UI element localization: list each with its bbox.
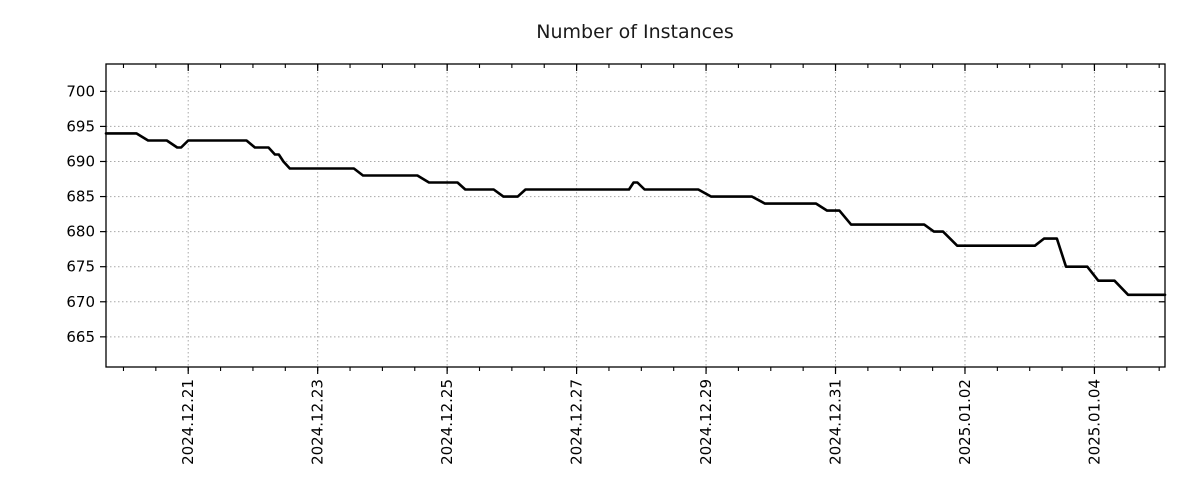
x-tick-label: 2024.12.27 <box>568 379 586 465</box>
x-tick-label: 2024.12.25 <box>438 379 456 465</box>
x-tick-label: 2024.12.31 <box>827 379 845 465</box>
x-tick-label: 2025.01.04 <box>1085 379 1103 465</box>
y-tick-label: 685 <box>66 188 95 206</box>
x-tick-label: 2024.12.29 <box>697 379 715 465</box>
series-lines <box>104 132 1167 297</box>
y-tick-label: 680 <box>66 223 95 241</box>
axis-labels: 665 670 675 680 685 690 695 700 2024.12.21 2024.1… <box>66 82 1103 465</box>
y-tick-label: 700 <box>66 82 95 100</box>
y-tick-label: 690 <box>66 152 95 170</box>
x-tick-label: 2024.12.21 <box>179 379 197 465</box>
y-tick-label: 670 <box>66 293 95 311</box>
series-line-instances <box>104 132 1167 297</box>
y-tick-label: 695 <box>66 117 95 135</box>
chart-title: Number of Instances <box>536 21 733 43</box>
x-tick-label: 2025.01.02 <box>956 379 974 465</box>
x-tick-label: 2024.12.23 <box>309 379 327 465</box>
y-tick-label: 665 <box>66 328 95 346</box>
gridlines <box>106 64 1165 367</box>
plot-border <box>105 63 1166 368</box>
y-tick-label: 675 <box>66 258 95 276</box>
plot-frame <box>105 63 1166 368</box>
axis-ticks <box>100 64 1165 374</box>
